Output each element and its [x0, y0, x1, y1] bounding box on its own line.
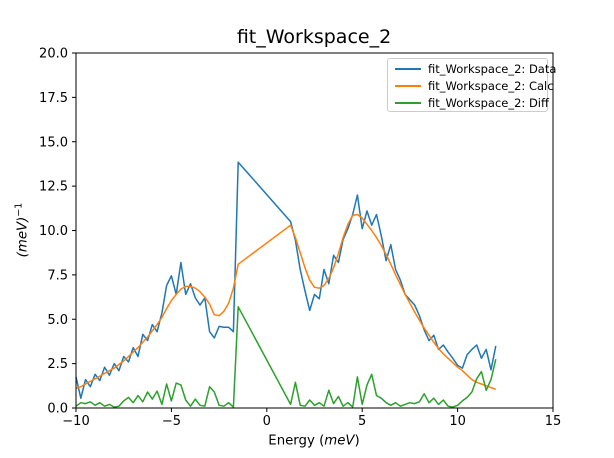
x-tick-label: −5 [162, 414, 181, 429]
y-tick-label: 15.0 [39, 135, 68, 150]
legend-entry-calc: fit_Workspace_2: Calc [388, 77, 554, 94]
y-tick-label: 7.5 [47, 268, 68, 283]
x-tick-label: 0 [263, 414, 271, 429]
y-tick-label: 0.0 [47, 402, 68, 417]
x-tick-label: 5 [358, 414, 366, 429]
chart-title: fit_Workspace_2 [236, 26, 392, 48]
legend-entry-data: fit_Workspace_2: Data [388, 60, 556, 77]
y-tick-label: 10.0 [39, 224, 68, 239]
series-line-diff [75, 306, 497, 408]
y-axis-label-exponent: −1 [13, 202, 25, 217]
y-tick-label: 17.5 [39, 91, 68, 106]
x-tick-label: 15 [545, 414, 562, 429]
x-axis-label-unit: meV [324, 433, 355, 449]
legend-line-data-icon [395, 67, 421, 70]
y-axis-label: (meV)−1 [13, 203, 30, 258]
x-tick-label: −10 [62, 414, 89, 429]
legend-label-calc: fit_Workspace_2: Calc [428, 78, 554, 93]
y-tick-label: 12.5 [39, 180, 68, 195]
y-tick-label: 5.0 [47, 313, 68, 328]
x-tick-label: 10 [449, 414, 466, 429]
x-axis-label-close: ) [354, 433, 360, 449]
legend-label-data: fit_Workspace_2: Data [428, 61, 557, 76]
series-line-calc [75, 213, 497, 391]
x-axis-label-text: Energy ( [268, 433, 325, 449]
y-tick-label: 20.0 [39, 47, 68, 62]
series-line-data [75, 161, 497, 399]
x-axis-label: Energy (meV) [268, 434, 359, 449]
legend-label-diff: fit_Workspace_2: Diff [428, 95, 549, 110]
legend-line-diff-icon [395, 101, 421, 104]
legend-entry-diff: fit_Workspace_2: Diff [388, 94, 549, 111]
legend-line-calc-icon [395, 84, 421, 87]
legend: fit_Workspace_2: Data fit_Workspace_2: C… [387, 58, 556, 112]
y-axis-label-unit: (meV) [15, 216, 31, 258]
y-tick-label: 2.5 [47, 357, 68, 372]
